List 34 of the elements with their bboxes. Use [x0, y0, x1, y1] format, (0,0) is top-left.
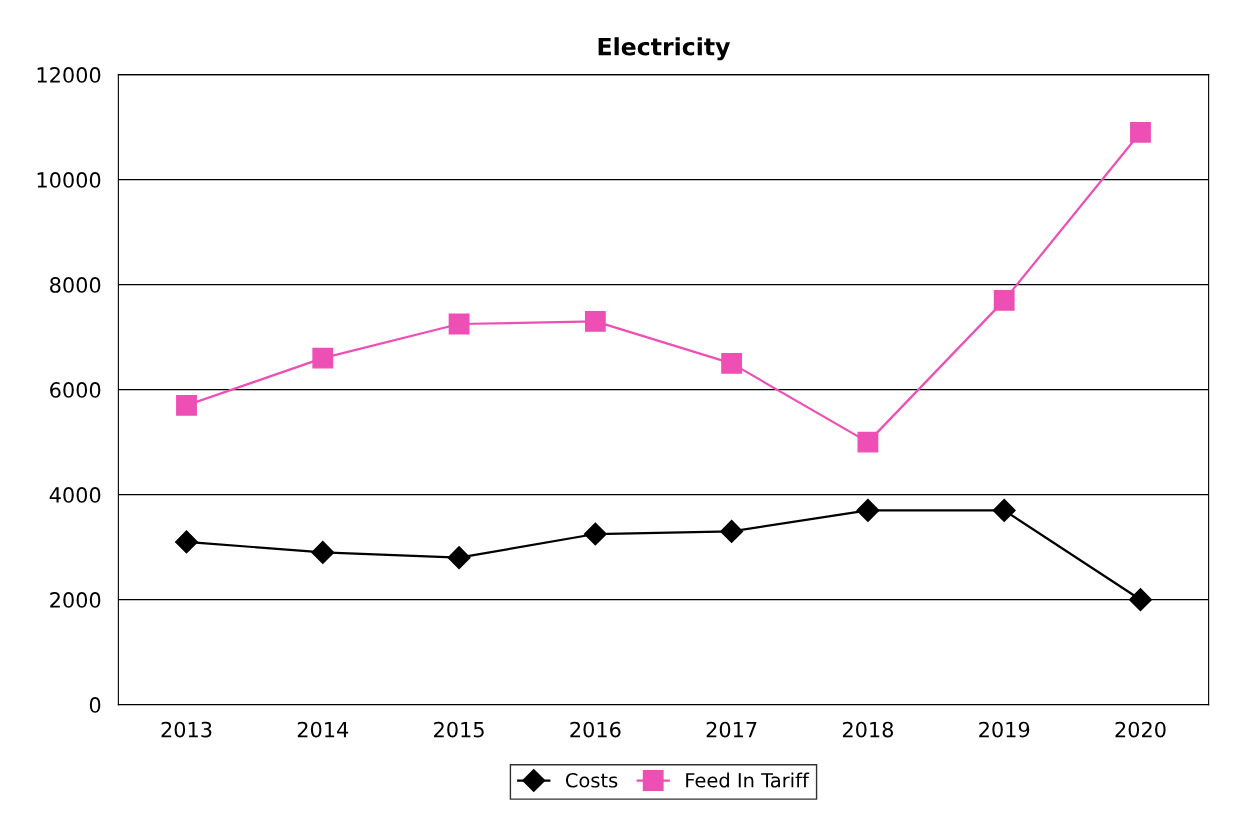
x-tick-label: 2014 [297, 721, 349, 738]
chart-title: Electricity [598, 37, 731, 61]
point [311, 540, 335, 564]
point [583, 522, 607, 546]
point [448, 313, 470, 335]
y-tick-label: 10000 [37, 172, 101, 188]
y-tick-label: 8000 [50, 277, 101, 293]
y-tick-label: 6000 [50, 382, 101, 398]
point [720, 519, 744, 543]
point [312, 347, 334, 369]
point [447, 546, 471, 570]
point [175, 530, 199, 554]
x-tick-label: 2020 [1115, 721, 1166, 738]
point [857, 431, 879, 453]
y-tick-label: 2000 [50, 592, 101, 608]
x-tick-label: 2017 [706, 721, 757, 738]
point [992, 498, 1016, 522]
point [1128, 588, 1152, 612]
x-tick-label: 2016 [570, 721, 621, 738]
point [584, 310, 606, 332]
x-tick-label: 2013 [161, 721, 212, 738]
y-tick-label: 0 [89, 697, 101, 713]
legend-label: Costs [565, 772, 618, 788]
point [176, 394, 197, 416]
x-tick-label: 2018 [842, 721, 893, 738]
y-tick-label: 12000 [37, 67, 101, 83]
x-tick-label: 2019 [979, 721, 1030, 738]
point [721, 352, 743, 374]
point [1130, 121, 1151, 143]
x-tick-label: 2015 [434, 721, 484, 738]
point [856, 498, 880, 522]
legend-label: Feed In Tariff [686, 772, 810, 788]
y-tick-label: 4000 [49, 487, 101, 503]
point [993, 289, 1015, 311]
